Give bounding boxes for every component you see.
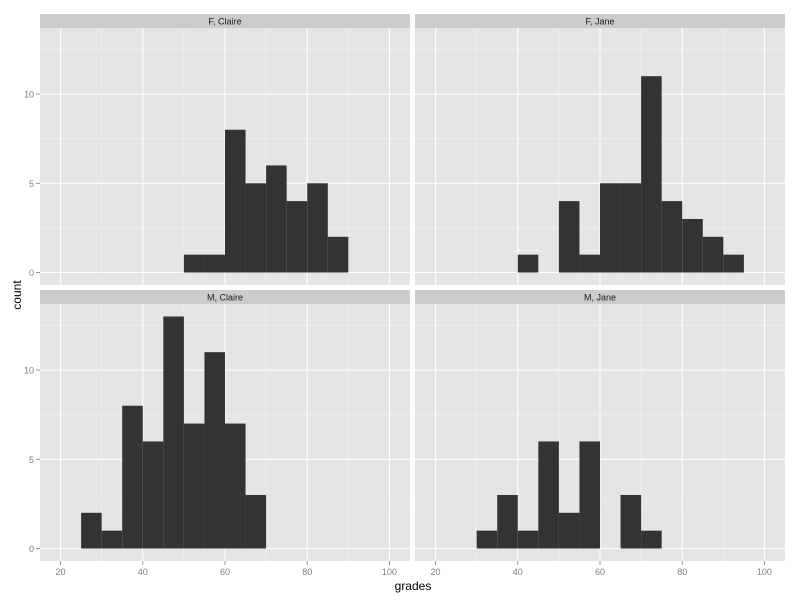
histogram-bar (245, 494, 267, 549)
histogram-bar (517, 254, 539, 273)
facet-strip (40, 14, 410, 28)
histogram-bar (307, 183, 328, 273)
histogram-bar (538, 441, 559, 549)
histogram-bar (101, 530, 123, 549)
histogram-bar (702, 236, 724, 273)
facet-panel: M, Claire 0 5 10 20 40 60 80 100 (24, 290, 410, 577)
histogram-bar (204, 352, 225, 549)
histogram-bar (579, 254, 600, 273)
y-tick-label: 0 (29, 544, 34, 554)
facet-panel: M, Jane 20 40 60 80 100 (415, 290, 785, 577)
x-tick-label: 80 (302, 567, 312, 577)
facet-panel: F, Claire 0 5 10 (24, 14, 410, 285)
facet-strip-label: M, Jane (584, 293, 616, 303)
histogram-bar (620, 494, 642, 549)
histogram-bar (204, 254, 225, 273)
histogram-bar (142, 441, 164, 549)
histogram-bar (682, 218, 703, 273)
x-tick-label: 100 (382, 567, 397, 577)
histogram-bar (286, 201, 308, 273)
y-tick-label: 10 (24, 90, 34, 100)
histogram-bar (163, 316, 184, 549)
histogram-bar (558, 512, 580, 549)
x-tick-label: 80 (677, 567, 687, 577)
x-tick-label: 40 (513, 567, 523, 577)
x-tick-label: 20 (431, 567, 441, 577)
facet-strip (415, 290, 785, 304)
histogram-bar (225, 423, 246, 549)
histogram-bar (81, 512, 102, 549)
histogram-bar (641, 76, 662, 273)
histogram-bar (620, 183, 642, 273)
histogram-bar (517, 530, 539, 549)
facet-strip (40, 290, 410, 304)
facet-panel: F, Jane (415, 14, 785, 285)
y-tick-label: 0 (29, 268, 34, 278)
histogram-bar (266, 165, 287, 273)
histogram-bar (641, 530, 662, 549)
y-tick-label: 5 (29, 455, 34, 465)
x-tick-label: 60 (595, 567, 605, 577)
x-tick-label: 20 (56, 567, 66, 577)
histogram-bar (327, 236, 349, 273)
facet-strip-label: M, Claire (207, 293, 243, 303)
histogram-bar (600, 183, 621, 273)
histogram-bar (723, 254, 744, 273)
histogram-bar (183, 423, 205, 549)
y-tick-label: 10 (24, 366, 34, 376)
histogram-bar (183, 254, 205, 273)
histogram-bar (497, 494, 518, 549)
x-tick-label: 60 (220, 567, 230, 577)
histogram-bar (661, 201, 683, 273)
histogram-bar (225, 129, 246, 273)
facet-strip (415, 14, 785, 28)
histogram-bar (558, 201, 580, 273)
histogram-bar (476, 530, 498, 549)
facet-strip-label: F, Claire (208, 17, 241, 27)
x-axis-title: grades (395, 579, 432, 593)
histogram-bar (579, 441, 600, 549)
histogram-bar (245, 183, 267, 273)
y-axis-title: count (10, 280, 24, 310)
histogram-bar (122, 405, 143, 549)
y-tick-label: 5 (29, 179, 34, 189)
x-tick-label: 100 (757, 567, 772, 577)
x-tick-label: 40 (138, 567, 148, 577)
facet-panels: F, Claire 0 5 10 F, Jane M, Claire 0 5 10 20 40 60 8… (24, 14, 785, 577)
facet-strip-label: F, Jane (585, 17, 614, 27)
